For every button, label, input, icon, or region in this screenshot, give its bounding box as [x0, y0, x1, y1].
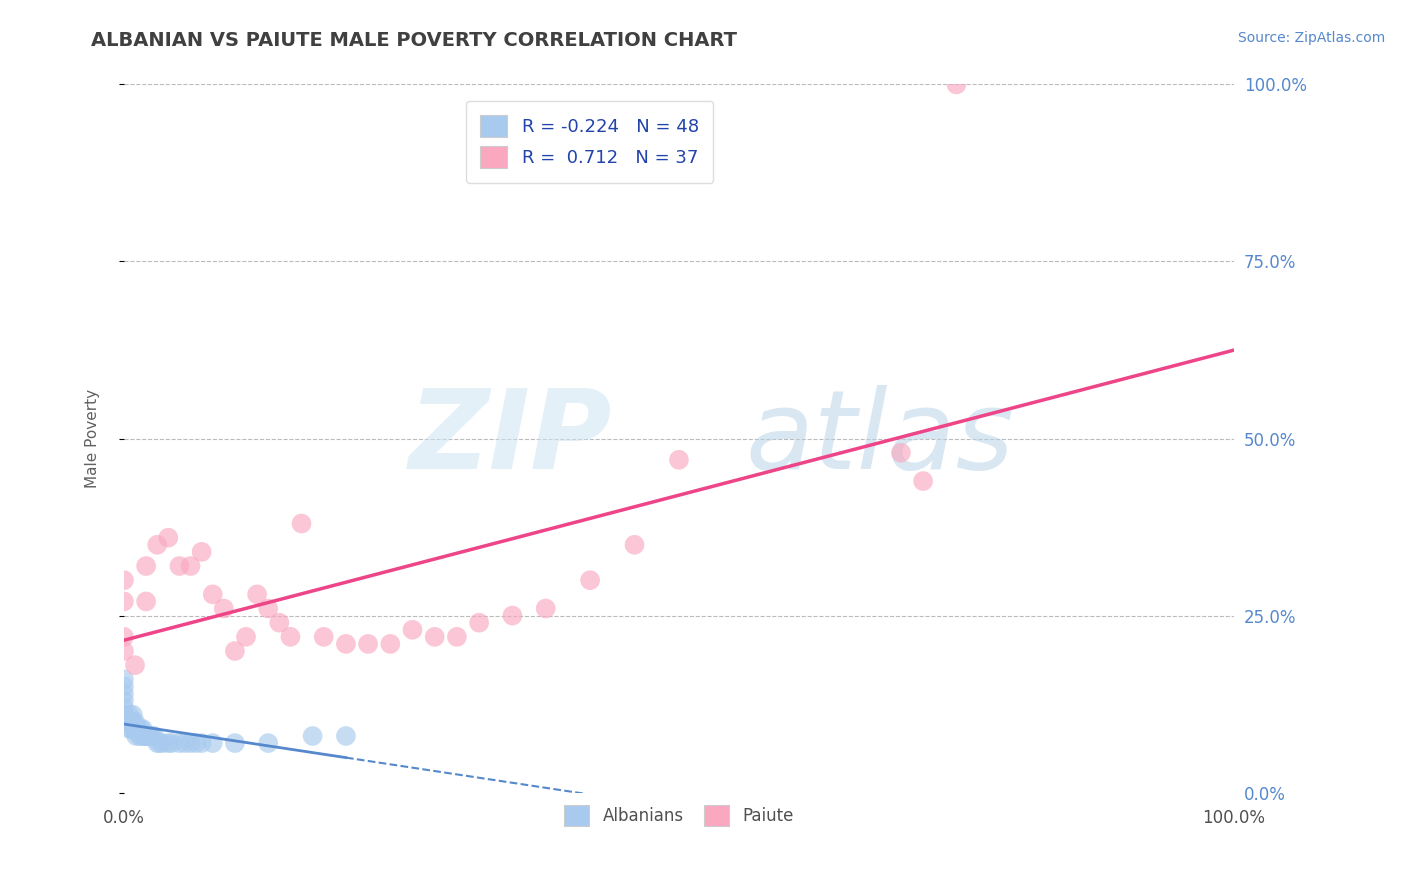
Point [112, 673, 135, 687]
Point [174, 736, 197, 750]
Text: atlas: atlas [745, 385, 1014, 492]
Point [468, 615, 491, 630]
Point [179, 736, 201, 750]
Point [142, 729, 165, 743]
Point [579, 573, 602, 587]
Point [124, 658, 146, 673]
Point [423, 630, 446, 644]
Point [121, 722, 143, 736]
Point [112, 714, 135, 729]
Point [157, 531, 180, 545]
Point [501, 608, 523, 623]
Point [125, 729, 148, 743]
Text: ZIP: ZIP [409, 385, 613, 492]
Point [135, 594, 157, 608]
Point [357, 637, 380, 651]
Point [945, 78, 967, 92]
Point [132, 722, 155, 736]
Point [190, 736, 212, 750]
Point [169, 559, 191, 574]
Point [301, 729, 323, 743]
Point [623, 538, 645, 552]
Point [136, 729, 159, 743]
Point [668, 452, 690, 467]
Point [534, 601, 557, 615]
Point [112, 700, 135, 714]
Point [184, 736, 207, 750]
Point [280, 630, 302, 644]
Point [290, 516, 312, 531]
Point [446, 630, 468, 644]
Point [146, 538, 169, 552]
Point [112, 573, 135, 587]
Point [224, 736, 246, 750]
Point [118, 714, 141, 729]
Point [121, 714, 143, 729]
Point [157, 736, 180, 750]
Point [128, 729, 150, 743]
Point [224, 644, 246, 658]
Point [134, 729, 156, 743]
Point [246, 587, 269, 601]
Point [127, 722, 149, 736]
Point [112, 707, 135, 722]
Point [118, 722, 141, 736]
Text: ALBANIAN VS PAIUTE MALE POVERTY CORRELATION CHART: ALBANIAN VS PAIUTE MALE POVERTY CORRELAT… [91, 31, 737, 50]
Point [190, 545, 212, 559]
Point [235, 630, 257, 644]
Point [122, 722, 145, 736]
Point [112, 630, 135, 644]
Point [890, 446, 912, 460]
Y-axis label: Male Poverty: Male Poverty [86, 389, 100, 488]
Point [121, 707, 143, 722]
Point [146, 736, 169, 750]
Point [112, 686, 135, 700]
Point [201, 736, 224, 750]
Point [312, 630, 335, 644]
Point [141, 729, 163, 743]
Point [335, 729, 357, 743]
Point [112, 680, 135, 694]
Point [148, 736, 170, 750]
Point [160, 736, 183, 750]
Point [112, 693, 135, 707]
Point [135, 559, 157, 574]
Point [112, 594, 135, 608]
Point [132, 729, 155, 743]
Point [138, 729, 160, 743]
Point [124, 722, 146, 736]
Point [112, 644, 135, 658]
Point [152, 736, 174, 750]
Point [125, 722, 148, 736]
Text: Source: ZipAtlas.com: Source: ZipAtlas.com [1237, 31, 1385, 45]
Point [179, 559, 201, 574]
Point [127, 722, 149, 736]
Legend: Albanians, Paiute: Albanians, Paiute [555, 797, 801, 834]
Point [257, 736, 280, 750]
Point [118, 707, 141, 722]
Point [124, 714, 146, 729]
Point [136, 729, 159, 743]
Point [912, 474, 935, 488]
Point [401, 623, 423, 637]
Point [212, 601, 235, 615]
Point [335, 637, 357, 651]
Point [169, 736, 191, 750]
Point [380, 637, 402, 651]
Point [257, 601, 280, 615]
Point [131, 729, 153, 743]
Point [201, 587, 224, 601]
Point [121, 714, 143, 729]
Point [269, 615, 291, 630]
Point [129, 722, 152, 736]
Point [135, 729, 157, 743]
